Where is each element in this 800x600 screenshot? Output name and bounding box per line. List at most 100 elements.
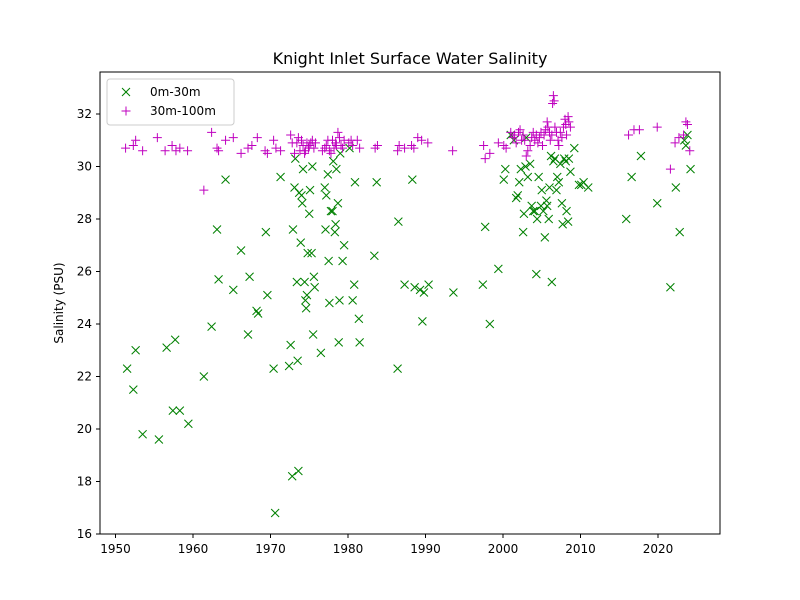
- data-point: [666, 282, 675, 292]
- data-point: [325, 298, 334, 308]
- data-point: [221, 135, 231, 145]
- series-deep: [121, 91, 695, 195]
- data-point: [207, 322, 216, 331]
- data-point: [128, 385, 138, 394]
- data-point: [316, 348, 326, 358]
- data-point: [448, 146, 458, 156]
- data-point: [292, 138, 302, 148]
- data-point: [307, 162, 317, 171]
- data-point: [417, 135, 427, 145]
- data-point: [550, 122, 560, 132]
- data-point: [538, 206, 548, 216]
- data-point: [332, 164, 341, 174]
- data-point: [686, 164, 695, 174]
- data-point: [514, 177, 524, 187]
- legend: 0m-30m 30m-100m: [106, 78, 235, 126]
- data-point: [542, 201, 552, 211]
- y-tick-label: 30: [77, 160, 92, 174]
- data-point: [276, 146, 286, 156]
- y-axis: 16 18 20 22 24 26 28 30 32: [77, 107, 100, 541]
- data-point: [228, 133, 238, 143]
- data-point: [298, 164, 308, 174]
- data-point: [407, 175, 417, 184]
- data-point: [544, 214, 554, 224]
- data-point: [296, 238, 306, 247]
- data-point: [348, 141, 358, 150]
- data-point: [500, 164, 510, 174]
- data-point: [485, 148, 495, 158]
- data-point: [131, 345, 141, 355]
- data-point: [349, 280, 359, 289]
- data-point: [320, 183, 330, 192]
- data-point: [424, 280, 433, 289]
- data-point: [175, 143, 185, 153]
- data-point: [419, 288, 429, 297]
- data-point: [478, 280, 488, 289]
- data-point: [207, 127, 217, 137]
- data-point: [309, 143, 319, 153]
- data-point: [552, 172, 562, 182]
- x-tick-label: 2020: [643, 542, 674, 556]
- data-point: [290, 148, 300, 158]
- data-point: [199, 185, 209, 195]
- data-point: [333, 198, 343, 208]
- data-point: [563, 112, 573, 122]
- data-point: [297, 198, 307, 208]
- data-point: [297, 135, 306, 145]
- data-point: [308, 330, 318, 339]
- data-point: [333, 127, 343, 137]
- data-point: [301, 303, 311, 313]
- data-point: [326, 206, 336, 216]
- data-point: [355, 338, 364, 347]
- data-point: [394, 217, 403, 226]
- data-point: [499, 175, 509, 184]
- data-point: [394, 141, 404, 150]
- data-point: [409, 143, 419, 153]
- data-point: [138, 146, 148, 156]
- data-point: [175, 406, 185, 415]
- x-axis: 1950 1960 1970 1980 1990 2000 2010 2020: [100, 534, 673, 556]
- data-point: [350, 177, 360, 187]
- data-point: [679, 130, 689, 140]
- data-point: [243, 330, 253, 339]
- data-point: [286, 340, 296, 350]
- y-tick-label: 16: [77, 527, 92, 541]
- data-point: [555, 159, 565, 169]
- data-point: [516, 164, 526, 174]
- data-point: [537, 185, 547, 195]
- data-point: [685, 146, 695, 156]
- data-point: [338, 256, 347, 266]
- data-point: [355, 143, 365, 153]
- data-point: [326, 148, 336, 158]
- data-point: [563, 217, 573, 226]
- data-point: [562, 206, 571, 216]
- data-point: [480, 154, 490, 164]
- data-point: [549, 156, 558, 166]
- data-point: [393, 364, 402, 373]
- data-point: [423, 138, 433, 148]
- x-tick-label: 2010: [565, 542, 596, 556]
- x-tick-label: 1960: [178, 542, 209, 556]
- data-point: [523, 172, 533, 182]
- data-point: [400, 280, 409, 289]
- y-tick-label: 20: [77, 422, 92, 436]
- data-point: [339, 240, 349, 250]
- data-point: [564, 154, 574, 163]
- data-point: [652, 198, 662, 208]
- data-point: [321, 141, 331, 150]
- x-tick-label: 2000: [488, 542, 519, 556]
- data-points: [121, 91, 695, 518]
- data-point: [621, 214, 631, 224]
- data-point: [652, 122, 662, 132]
- data-point: [247, 141, 257, 150]
- y-tick-label: 22: [77, 370, 92, 384]
- data-point: [449, 288, 458, 297]
- data-point: [574, 180, 584, 190]
- data-point: [400, 143, 410, 153]
- data-point: [310, 138, 320, 148]
- data-point: [534, 133, 544, 143]
- data-point: [328, 156, 338, 166]
- data-point: [511, 193, 521, 203]
- data-point: [131, 135, 141, 145]
- x-tick-label: 1970: [255, 542, 286, 556]
